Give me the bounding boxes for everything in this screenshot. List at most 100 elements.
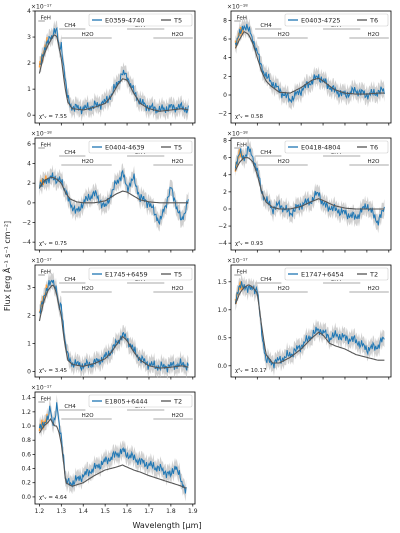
observed-spectrum	[38, 402, 187, 494]
panels: 01234×10⁻¹⁷FeHCH4CH4H2OH2OE0359-4740T5χ²…	[21, 4, 392, 516]
y-tick-label: 1.4	[21, 395, 31, 402]
feh-label: FeH	[40, 397, 50, 403]
template-spectrum	[234, 30, 385, 95]
y-tick-label: −2	[22, 219, 31, 226]
ch4-label-1: CH4	[64, 277, 76, 283]
panel-E1805+6444: 0.00.20.40.60.81.01.21.4×10⁻¹⁷1.2 1.3 1.4 1…	[21, 385, 197, 516]
y-multiplier: ×10⁻¹⁷	[227, 258, 248, 265]
y-tick-label: 1.5	[217, 279, 227, 286]
h2o-label-2: H2O	[171, 159, 184, 165]
y-tick-label: 0	[223, 92, 227, 99]
feh-label: FeH	[40, 270, 50, 276]
error-band	[39, 163, 189, 232]
h2o-label-2: H2O	[367, 159, 380, 165]
y-tick-label: 1	[27, 86, 31, 93]
y-multiplier: ×10⁻¹⁸	[31, 131, 52, 138]
y-tick-label: 2	[27, 60, 31, 67]
y-tick-label: 6	[223, 36, 227, 43]
legend-template: T6	[369, 144, 378, 152]
x-tick-label: 1.4	[78, 508, 88, 515]
panel-frame	[230, 264, 392, 378]
y-tick-label: 1.0	[21, 423, 31, 430]
h2o-label-2: H2O	[171, 32, 184, 38]
y-tick-label: 4	[223, 55, 227, 62]
observed-spectrum	[38, 279, 189, 373]
y-tick-label: −4	[218, 240, 227, 247]
legend-object: E1747+6454	[301, 271, 344, 279]
y-tick-label: 6	[27, 141, 31, 148]
x-tick-label: 1.5	[100, 508, 110, 515]
panel-E0404-4639: −4−20246×10⁻¹⁸FeHCH4CH4H2OH2OE0404-4639T…	[22, 131, 196, 253]
overlap-segment	[38, 175, 48, 187]
panel-E0359-4740: 01234×10⁻¹⁷FeHCH4CH4H2OH2OE0359-4740T5χ²…	[27, 4, 196, 126]
chi2-label: χ²ᵥ = 10.17	[235, 367, 267, 374]
ch4-label-1: CH4	[260, 150, 272, 156]
y-tick-label: 2	[27, 312, 31, 319]
y-tick-label: 1	[27, 340, 31, 347]
ch4-label-1: CH4	[260, 23, 272, 29]
template-spectrum	[234, 284, 385, 364]
legend-template: T6	[369, 17, 378, 25]
ch4-label-1: CH4	[64, 23, 76, 29]
legend-object: E0404-4639	[105, 144, 145, 152]
observed-spectrum	[234, 23, 385, 104]
h2o-label-1: H2O	[82, 286, 95, 292]
y-tick-label: 6	[223, 155, 227, 162]
y-multiplier: ×10⁻¹⁷	[31, 4, 52, 11]
h2o-label-1: H2O	[82, 413, 95, 419]
legend-box	[88, 394, 193, 408]
chi2-label: χ²ᵥ = 0.75	[39, 240, 68, 247]
template-spectrum	[38, 34, 189, 112]
h2o-label-1: H2O	[82, 32, 95, 38]
legend-box	[284, 267, 389, 281]
chi2-label: χ²ᵥ = 0.58	[235, 113, 264, 120]
y-tick-label: 0.4	[21, 466, 31, 473]
y-tick-label: −2	[218, 111, 227, 118]
y-tick-label: 2	[223, 189, 227, 196]
y-tick-label: 4	[27, 161, 31, 168]
h2o-label-1: H2O	[278, 286, 291, 292]
h2o-label-1: H2O	[278, 159, 291, 165]
x-tick-label: 1.2	[35, 508, 45, 515]
legend-object: E0403-4725	[301, 17, 341, 25]
x-tick-label: 1.7	[144, 508, 154, 515]
feh-label: FeH	[40, 143, 50, 149]
chi2-label: χ²ᵥ = 3.45	[39, 367, 68, 374]
y-tick-label: 0.5	[217, 335, 227, 342]
legend-template: T5	[173, 271, 182, 279]
y-tick-label: 3	[27, 34, 31, 41]
y-tick-label: 3	[27, 284, 31, 291]
y-tick-label: 0	[27, 368, 31, 375]
y-tick-label: 4	[27, 8, 31, 15]
panel-E0403-4725: −202468×10⁻¹⁸FeHCH4CH4H2OH2OE0403-4725T6…	[218, 4, 392, 126]
legend-template: T5	[173, 17, 182, 25]
y-tick-label: 2	[223, 73, 227, 80]
y-tick-label: 1.0	[217, 307, 227, 314]
x-tick-label: 1.6	[122, 508, 132, 515]
template-spectrum	[38, 417, 187, 489]
chi2-label: χ²ᵥ = 7.55	[39, 113, 68, 120]
y-tick-label: 0.8	[21, 437, 31, 444]
y-tick-label: −2	[218, 223, 227, 230]
y-tick-label: −4	[22, 239, 31, 246]
y-multiplier: ×10⁻¹⁸	[227, 131, 248, 138]
template-spectrum	[234, 157, 385, 210]
ch4-label-1: CH4	[260, 277, 272, 283]
y-tick-label: 0	[27, 200, 31, 207]
ch4-label-1: CH4	[64, 404, 76, 410]
h2o-label-2: H2O	[171, 413, 184, 419]
legend-template: T2	[173, 398, 182, 406]
error-band	[39, 394, 187, 502]
panel-E1745+6459: 0123×10⁻¹⁷FeHCH4CH4H2OH2OE1745+6459T5χ²ᵥ…	[27, 258, 196, 381]
y-tick-label: 1.2	[21, 409, 31, 416]
x-tick-label: 1.3	[57, 508, 67, 515]
y-tick-label: 0	[223, 206, 227, 213]
chi2-label: χ²ᵥ = 0.93	[235, 240, 264, 247]
legend-box	[88, 13, 193, 27]
legend-box	[284, 13, 389, 27]
h2o-label-1: H2O	[278, 32, 291, 38]
h2o-label-1: H2O	[82, 159, 95, 165]
y-tick-label: 8	[223, 138, 227, 145]
h2o-label-2: H2O	[171, 286, 184, 292]
y-tick-label: 8	[223, 17, 227, 24]
